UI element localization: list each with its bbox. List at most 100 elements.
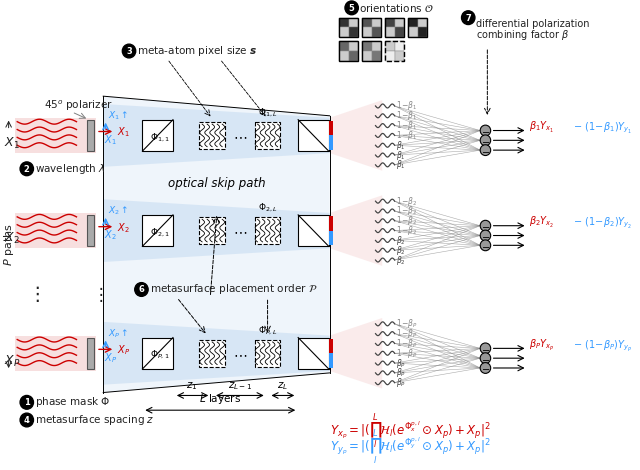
Text: $45^o$ polarizer: $45^o$ polarizer (44, 99, 113, 113)
Text: 7: 7 (465, 14, 471, 23)
Text: $\cdots$: $\cdots$ (233, 347, 247, 361)
Text: $-\ (1\!-\!\beta_2)Y_{y_2}$: $-\ (1\!-\!\beta_2)Y_{y_2}$ (573, 215, 633, 230)
Text: $\beta_2$: $\beta_2$ (396, 253, 405, 266)
Bar (142, 120, 173, 151)
Circle shape (480, 145, 491, 156)
Bar (362, 18, 381, 37)
Bar (339, 18, 349, 27)
Bar (329, 338, 333, 353)
Circle shape (480, 220, 491, 231)
Text: $X_2\uparrow$: $X_2\uparrow$ (108, 205, 128, 217)
Circle shape (480, 362, 491, 373)
Bar (298, 215, 329, 246)
Text: $X_2$: $X_2$ (4, 231, 20, 246)
Polygon shape (103, 322, 330, 384)
Text: $\beta_2$: $\beta_2$ (396, 234, 405, 247)
Text: $z_L$: $z_L$ (277, 380, 289, 392)
Bar (385, 41, 404, 61)
Bar (329, 121, 333, 135)
Bar (255, 122, 280, 149)
Bar (372, 18, 381, 27)
Bar (385, 27, 395, 37)
Text: $1\!-\!\beta_1$: $1\!-\!\beta_1$ (396, 110, 417, 122)
Text: $X_2$: $X_2$ (104, 228, 116, 243)
Text: $X_1$: $X_1$ (117, 125, 130, 140)
Text: $\beta_1 Y_{x_1}$: $\beta_1 Y_{x_1}$ (529, 120, 555, 135)
Bar (199, 122, 225, 149)
Text: $-$: $-$ (481, 146, 490, 156)
Text: $1\!-\!\beta_1$: $1\!-\!\beta_1$ (396, 100, 417, 112)
Text: 3: 3 (126, 47, 132, 56)
Text: $z_1$: $z_1$ (186, 380, 198, 392)
Bar (372, 27, 381, 37)
Text: $X_P$: $X_P$ (117, 344, 131, 357)
Text: $X_P$: $X_P$ (4, 353, 20, 368)
Bar (362, 27, 372, 37)
Bar (142, 215, 173, 246)
Text: $P$ paths: $P$ paths (2, 223, 15, 266)
Bar (339, 41, 349, 51)
Text: $X_P\uparrow$: $X_P\uparrow$ (108, 328, 127, 340)
Text: $1\!-\!\beta_P$: $1\!-\!\beta_P$ (396, 317, 417, 330)
Bar (395, 51, 404, 61)
Bar (329, 231, 333, 245)
Text: $X_1\uparrow$: $X_1\uparrow$ (108, 110, 128, 122)
Text: $1\!-\!\beta_2$: $1\!-\!\beta_2$ (396, 195, 417, 208)
Text: $\Phi_{P,1}$: $\Phi_{P,1}$ (150, 349, 170, 361)
Text: wavelength $\lambda$: wavelength $\lambda$ (35, 162, 106, 176)
Bar (408, 18, 417, 27)
Bar (339, 18, 358, 37)
Bar (88, 337, 94, 369)
Text: combining factor $\beta$: combining factor $\beta$ (476, 28, 570, 42)
Bar (372, 41, 381, 51)
Bar (385, 18, 404, 37)
Bar (349, 27, 358, 37)
Text: $-$: $-$ (481, 363, 490, 374)
Text: 2: 2 (24, 165, 29, 174)
Text: metasurface placement order $\mathcal{P}$: metasurface placement order $\mathcal{P}… (150, 282, 317, 297)
Text: $X_1$: $X_1$ (104, 133, 116, 147)
Text: $1\!-\!\beta_P$: $1\!-\!\beta_P$ (396, 347, 417, 360)
Circle shape (480, 230, 491, 241)
Text: $z_{L-1}$: $z_{L-1}$ (228, 380, 252, 392)
Text: phase mask $\Phi$: phase mask $\Phi$ (35, 395, 111, 409)
Bar (395, 41, 404, 51)
Bar (329, 216, 333, 231)
Polygon shape (330, 195, 382, 266)
Bar (339, 51, 349, 61)
Text: $\beta_P$: $\beta_P$ (396, 376, 406, 389)
Circle shape (20, 413, 33, 427)
Text: $1\!-\!\beta_2$: $1\!-\!\beta_2$ (396, 204, 417, 218)
Circle shape (480, 135, 491, 146)
Text: optical skip path: optical skip path (168, 177, 265, 189)
Circle shape (480, 240, 491, 251)
Polygon shape (103, 96, 330, 392)
Bar (329, 135, 333, 150)
Text: $-$: $-$ (481, 221, 490, 231)
Polygon shape (330, 100, 382, 171)
Bar (329, 353, 333, 368)
Text: $X_2$: $X_2$ (117, 221, 130, 235)
Text: $X_1$: $X_1$ (4, 136, 20, 151)
Bar (372, 51, 381, 61)
Circle shape (20, 162, 33, 176)
Text: $\vdots$: $\vdots$ (92, 285, 103, 304)
Text: $\cdots$: $\cdots$ (233, 225, 247, 239)
Bar (417, 18, 427, 27)
Text: $1\!-\!\beta_1$: $1\!-\!\beta_1$ (396, 129, 417, 142)
Bar (349, 18, 358, 27)
Circle shape (461, 11, 475, 24)
Bar (15, 213, 96, 248)
Text: $\Phi_{2,1}$: $\Phi_{2,1}$ (150, 227, 170, 239)
Text: $\Phi_{P,L}$: $\Phi_{P,L}$ (258, 324, 277, 337)
Bar (88, 120, 94, 151)
Text: $-$: $-$ (481, 353, 490, 364)
Bar (255, 340, 280, 367)
Text: $Y_{x_p} = |(\prod_l^L \mathcal{H}_l(e^{\Phi_x^{p,l}} \odot X_p) + X_p|^2$: $Y_{x_p} = |(\prod_l^L \mathcal{H}_l(e^{… (330, 412, 490, 451)
Bar (15, 118, 96, 153)
Circle shape (480, 353, 491, 364)
Text: 5: 5 (349, 4, 355, 13)
Text: $\beta_1$: $\beta_1$ (396, 149, 405, 162)
Text: $\beta_1$: $\beta_1$ (396, 139, 405, 152)
Bar (395, 27, 404, 37)
